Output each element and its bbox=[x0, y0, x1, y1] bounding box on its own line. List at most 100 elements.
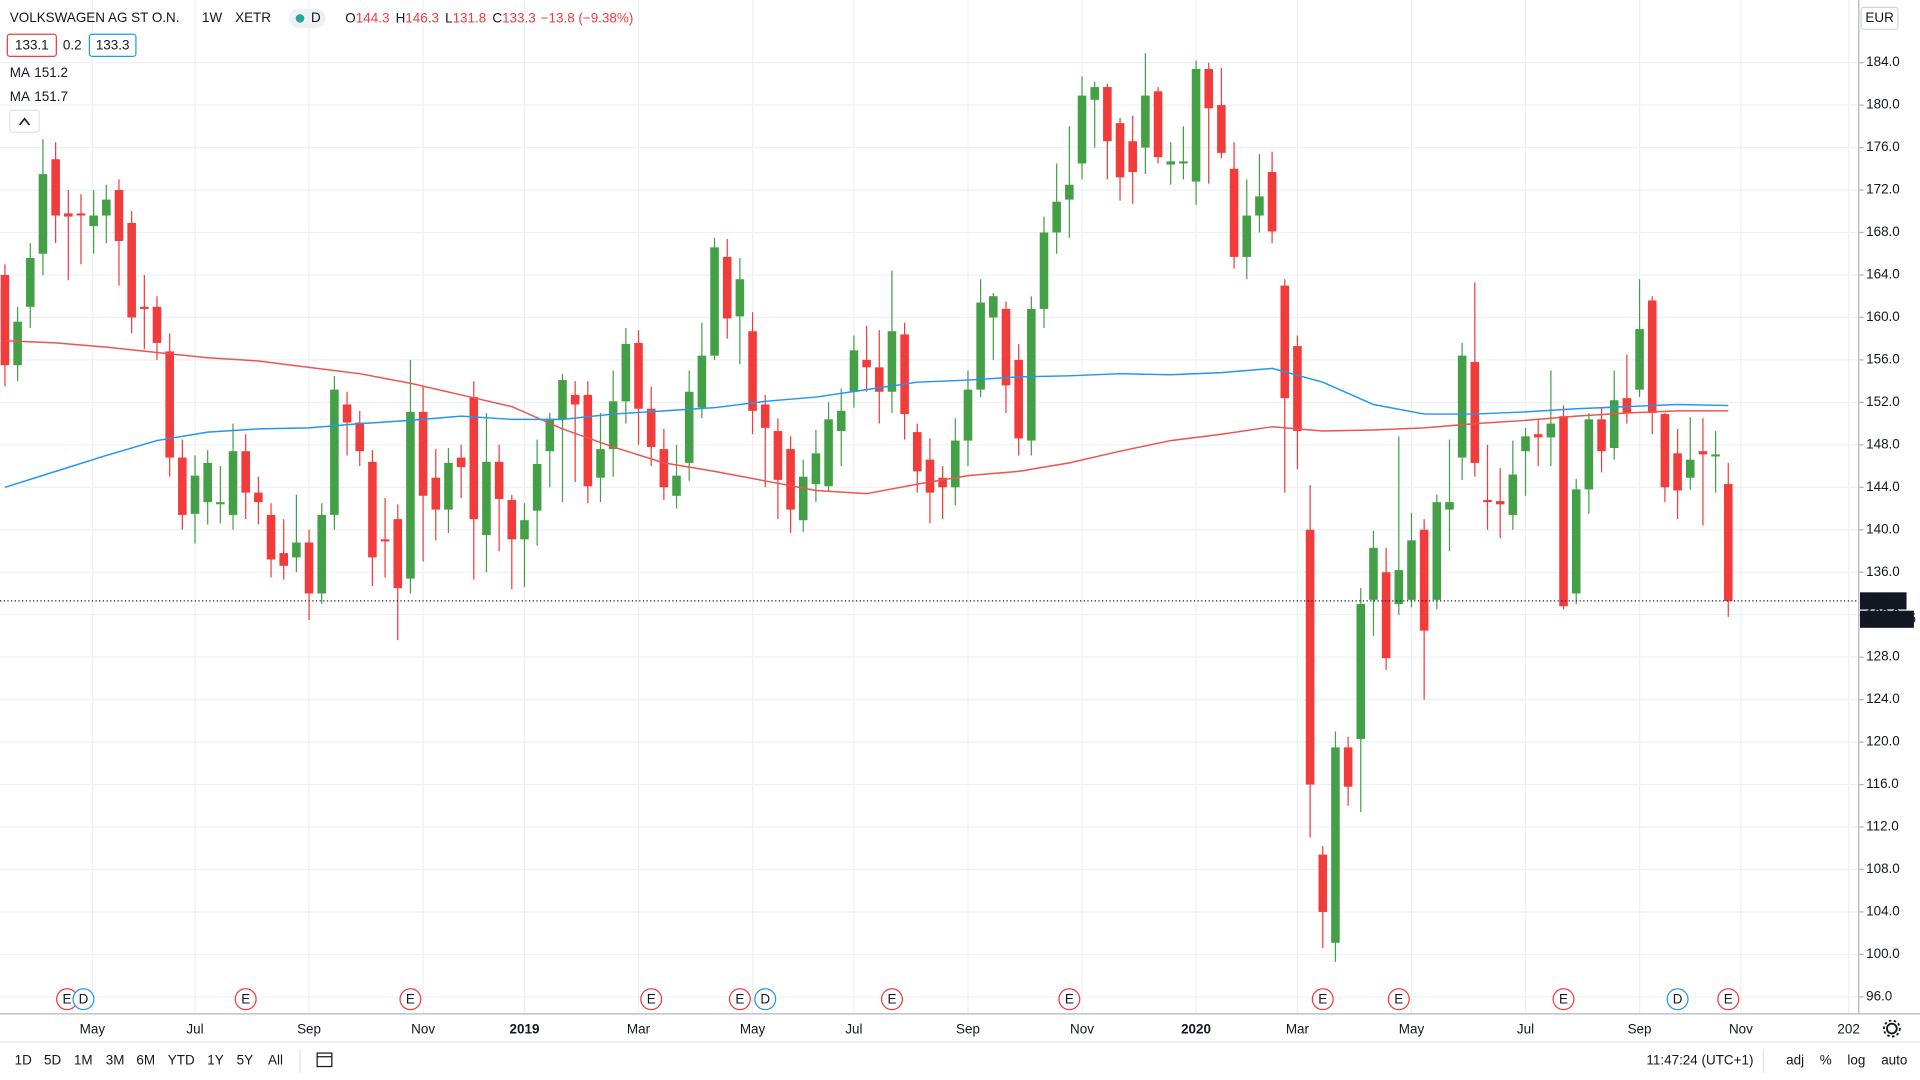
x-tick-label: Mar bbox=[627, 1021, 651, 1036]
candle-body bbox=[1533, 434, 1543, 438]
event-label[interactable]: D bbox=[79, 991, 89, 1006]
range-button[interactable]: 1D bbox=[15, 1053, 32, 1068]
candle-body bbox=[520, 520, 529, 540]
candle-body bbox=[1419, 529, 1429, 631]
event-label[interactable]: E bbox=[1559, 991, 1568, 1006]
x-tick-label: Nov bbox=[1729, 1021, 1753, 1036]
currency-label[interactable]: EUR bbox=[1865, 10, 1894, 25]
event-label[interactable]: E bbox=[406, 991, 415, 1006]
y-tick-label: 164.0 bbox=[1866, 267, 1900, 282]
settings-icon[interactable] bbox=[1882, 1019, 1901, 1038]
y-tick-label: 156.0 bbox=[1866, 351, 1900, 366]
candle-body bbox=[1255, 196, 1264, 216]
candle-body bbox=[900, 334, 909, 415]
candle-body bbox=[127, 222, 136, 318]
event-label[interactable]: E bbox=[1318, 991, 1327, 1006]
candle-body bbox=[25, 257, 35, 307]
event-marker[interactable] bbox=[640, 988, 663, 1011]
candle-body bbox=[1470, 362, 1480, 463]
candle-body bbox=[874, 367, 884, 392]
event-marker[interactable] bbox=[1058, 988, 1081, 1011]
scale-option[interactable]: adj bbox=[1786, 1053, 1804, 1068]
range-button[interactable]: All bbox=[268, 1053, 283, 1068]
event-label[interactable]: E bbox=[647, 991, 656, 1006]
candle-body bbox=[1065, 184, 1074, 200]
candle-body bbox=[38, 174, 48, 254]
calendar-icon[interactable] bbox=[316, 1052, 333, 1068]
y-tick-label: 112.0 bbox=[1866, 819, 1899, 834]
event-label[interactable]: E bbox=[241, 991, 250, 1006]
event-marker[interactable] bbox=[1552, 988, 1575, 1011]
event-marker[interactable] bbox=[1387, 988, 1410, 1011]
bid-label[interactable]: 133.1 bbox=[15, 37, 49, 52]
candle-body bbox=[241, 451, 250, 493]
event-label[interactable]: E bbox=[1394, 991, 1403, 1006]
candle-body bbox=[722, 256, 732, 319]
y-tick-label: 116.0 bbox=[1866, 776, 1899, 791]
candle-body bbox=[140, 306, 149, 309]
candle-body bbox=[152, 306, 162, 343]
ask-box[interactable] bbox=[88, 33, 137, 57]
bid-box[interactable] bbox=[6, 33, 57, 57]
candle-body bbox=[1698, 451, 1708, 455]
candle-body bbox=[659, 449, 669, 488]
scale-option[interactable]: log bbox=[1847, 1053, 1865, 1068]
grid bbox=[0, 0, 1859, 1014]
event-label[interactable]: E bbox=[1065, 991, 1074, 1006]
range-button[interactable]: YTD bbox=[168, 1053, 195, 1068]
event-label[interactable]: E bbox=[735, 991, 744, 1006]
x-tick-label: May bbox=[80, 1021, 106, 1036]
event-marker[interactable] bbox=[399, 988, 422, 1011]
candle-body bbox=[1267, 171, 1277, 232]
candle-body bbox=[444, 462, 453, 510]
symbol-title: VOLKSWAGEN AG ST O.N. bbox=[10, 10, 180, 25]
candle-body bbox=[1153, 91, 1163, 158]
event-label[interactable]: D bbox=[760, 991, 770, 1006]
event-label[interactable]: E bbox=[63, 991, 72, 1006]
scale-option[interactable]: % bbox=[1820, 1053, 1832, 1068]
candle-body bbox=[1457, 355, 1467, 458]
scale-option[interactable]: auto bbox=[1881, 1053, 1907, 1068]
event-label[interactable]: E bbox=[887, 991, 896, 1006]
gear-teeth bbox=[1882, 1019, 1901, 1038]
event-marker[interactable] bbox=[1666, 988, 1689, 1011]
event-marker[interactable] bbox=[754, 988, 777, 1011]
candle-body bbox=[887, 331, 897, 392]
y-tick-label: 120.0 bbox=[1866, 734, 1900, 749]
range-button[interactable]: 5D bbox=[44, 1053, 61, 1068]
candle-body bbox=[938, 477, 947, 488]
range-button[interactable]: 1Y bbox=[207, 1053, 223, 1068]
countdown-box bbox=[1860, 610, 1914, 628]
event-label[interactable]: E bbox=[1724, 991, 1733, 1006]
range-button[interactable]: 5Y bbox=[237, 1053, 253, 1068]
candle-body bbox=[773, 431, 783, 480]
moving-average-line bbox=[4, 340, 1729, 495]
clock[interactable]: 11:47:24 (UTC+1) bbox=[1646, 1053, 1753, 1068]
event-marker[interactable] bbox=[728, 988, 751, 1011]
y-tick-label: 128.0 bbox=[1866, 649, 1900, 664]
currency-badge[interactable] bbox=[1860, 6, 1899, 30]
candle-body bbox=[1356, 604, 1366, 739]
interval-label[interactable]: 1W bbox=[202, 10, 222, 25]
candle-body bbox=[1090, 87, 1099, 100]
collapse-button[interactable] bbox=[9, 109, 40, 133]
range-button[interactable]: 3M bbox=[106, 1053, 125, 1068]
ask-label[interactable]: 133.3 bbox=[96, 37, 130, 52]
y-tick-label: 104.0 bbox=[1866, 904, 1900, 919]
candle-body bbox=[1318, 854, 1328, 912]
candle-body bbox=[13, 321, 22, 366]
candle-body bbox=[989, 296, 998, 318]
event-marker[interactable] bbox=[234, 988, 257, 1011]
event-marker[interactable] bbox=[1717, 988, 1740, 1011]
candle-body bbox=[710, 247, 719, 356]
event-marker[interactable] bbox=[72, 988, 95, 1011]
range-button[interactable]: 1M bbox=[74, 1053, 93, 1068]
candle-body bbox=[1597, 419, 1606, 452]
candle-body bbox=[355, 422, 365, 452]
ma-legend-name: MA bbox=[10, 65, 30, 80]
event-marker[interactable] bbox=[1311, 988, 1334, 1011]
event-label[interactable]: D bbox=[1673, 991, 1683, 1006]
range-button[interactable]: 6M bbox=[136, 1053, 155, 1068]
event-marker[interactable] bbox=[880, 988, 903, 1011]
